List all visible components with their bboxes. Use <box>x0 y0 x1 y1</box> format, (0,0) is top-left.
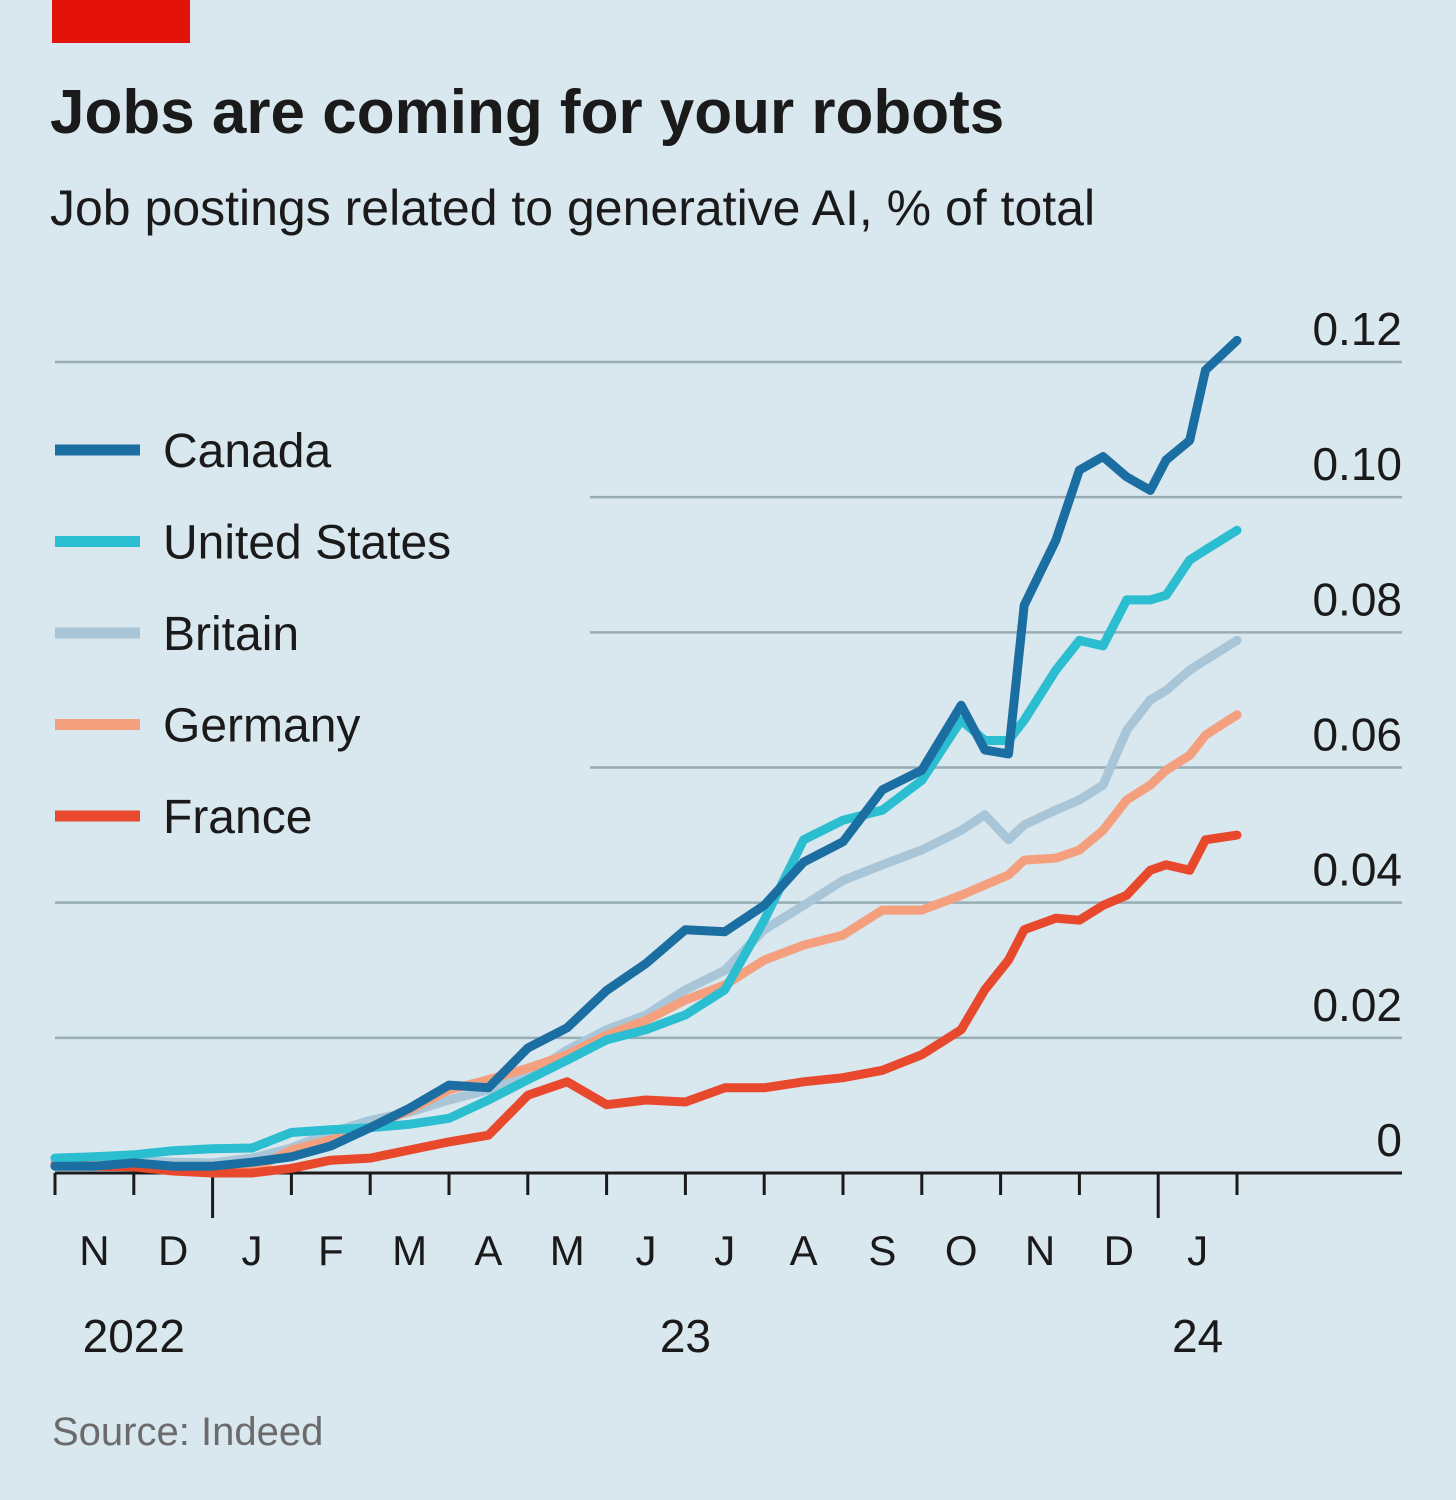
legend-label: France <box>163 791 312 844</box>
x-tick-label: J <box>636 1227 657 1274</box>
brand-bar <box>52 0 190 43</box>
series-line <box>50 525 1242 1163</box>
series-line <box>50 830 1242 1178</box>
chart-title: Jobs are coming for your robots <box>50 78 1004 147</box>
year-label: 2022 <box>83 1310 185 1362</box>
y-tick-label: 0 <box>1376 1114 1402 1166</box>
x-tick-label: F <box>318 1227 344 1274</box>
y-tick-label: 0.04 <box>1312 844 1402 896</box>
x-tick-label: J <box>714 1227 735 1274</box>
legend-label: Canada <box>163 425 331 478</box>
x-tick-label: A <box>474 1227 502 1274</box>
x-tick-label: O <box>945 1227 978 1274</box>
y-tick-label: 0.02 <box>1312 979 1402 1031</box>
legend-label: Germany <box>163 700 360 753</box>
y-tick-label: 0.12 <box>1312 303 1402 355</box>
chart-subtitle: Job postings related to generative AI, %… <box>50 180 1095 236</box>
series-line <box>50 335 1242 1171</box>
legend-label: United States <box>163 517 451 570</box>
legend-label: Britain <box>163 608 299 661</box>
x-tick-label: M <box>392 1227 427 1274</box>
x-tick-label: J <box>242 1227 263 1274</box>
x-tick-label: J <box>1187 1227 1208 1274</box>
x-tick-label: D <box>1104 1227 1134 1274</box>
year-label: 24 <box>1172 1310 1223 1362</box>
x-tick-label: N <box>1025 1227 1055 1274</box>
x-tick-label: S <box>868 1227 896 1274</box>
x-tick-label: D <box>158 1227 188 1274</box>
source: Source: Indeed <box>52 1410 323 1454</box>
x-tick-label: M <box>550 1227 585 1274</box>
y-tick-label: 0.06 <box>1312 709 1402 761</box>
year-label: 23 <box>660 1310 711 1362</box>
y-tick-label: 0.08 <box>1312 573 1402 625</box>
x-tick-label: A <box>790 1227 818 1274</box>
y-tick-label: 0.10 <box>1312 438 1402 490</box>
x-tick-label: N <box>79 1227 109 1274</box>
